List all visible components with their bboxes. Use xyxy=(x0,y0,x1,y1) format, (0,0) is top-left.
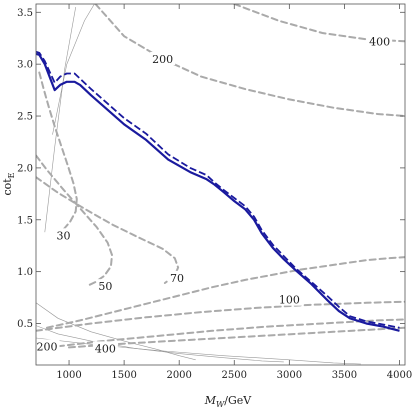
thin-line-0 xyxy=(44,7,76,233)
thin-line-1 xyxy=(52,4,95,135)
plot-frame xyxy=(35,3,406,366)
y-tick-label-0.5: 0.5 xyxy=(17,319,33,330)
contour-label-400: 400 xyxy=(95,342,116,355)
x-tick-label-2000: 2000 xyxy=(166,370,191,381)
contour-label-layer: 200 400 30 50 70 100 200 400 xyxy=(34,34,393,355)
thin-line-layer xyxy=(36,4,361,365)
contour-label-bg-6 xyxy=(34,339,60,353)
tick-layer: 1000 1500 2000 2500 3000 3500 4000 0.5 1.0 1.5 2.0… xyxy=(17,4,412,381)
x-tick-label-3500: 3500 xyxy=(332,370,357,381)
contour-label-bg-2 xyxy=(54,228,73,242)
contour-label-50: 50 xyxy=(98,280,112,293)
y-tick-label-1: 1.0 xyxy=(17,267,33,278)
contour-line-200-0 xyxy=(94,4,405,117)
contour-layer xyxy=(36,4,405,349)
exclusion-layer xyxy=(36,50,400,332)
contour-label-bg-7 xyxy=(92,341,118,355)
thin-line-4 xyxy=(36,337,361,365)
contour-label-400: 400 xyxy=(369,35,390,48)
contour-label-200: 200 xyxy=(37,340,58,353)
thin-line-3 xyxy=(36,325,284,363)
contour-line-50-3 xyxy=(36,154,114,287)
contour-line-unlabeled-6 xyxy=(36,300,405,332)
x-tick-label-2500: 2500 xyxy=(222,370,247,381)
contour-line-100-5 xyxy=(46,256,405,329)
y-tick-label-3.5: 3.5 xyxy=(17,8,33,19)
contour-label-bg-4 xyxy=(167,270,186,284)
contour-label-bg-3 xyxy=(96,279,115,293)
x-tick-label-3000: 3000 xyxy=(277,370,302,381)
y-tick-label-2.5: 2.5 xyxy=(17,112,33,123)
exclusion-line-solid xyxy=(36,52,400,332)
contour-line-400-8 xyxy=(68,326,405,349)
exclusion-line-dashed xyxy=(36,50,400,329)
y-tick-label-2: 2.0 xyxy=(17,163,33,174)
x-tick-label-4000: 4000 xyxy=(387,370,412,381)
contour-line-200-7 xyxy=(57,318,405,348)
x-tick-label-1000: 1000 xyxy=(56,370,81,381)
y-axis-title: cotE xyxy=(1,172,16,195)
contour-label-70: 70 xyxy=(170,272,184,285)
x-tick-label-1500: 1500 xyxy=(111,370,136,381)
contour-label-100: 100 xyxy=(279,294,300,307)
contour-label-bg-1 xyxy=(367,34,393,48)
contour-line-30-2 xyxy=(38,71,78,240)
contour-label-30: 30 xyxy=(57,229,71,242)
contour-label-200: 200 xyxy=(152,53,173,66)
contour-label-bg-5 xyxy=(276,292,302,306)
y-tick-label-1.5: 1.5 xyxy=(17,215,33,226)
contour-label-bg-0 xyxy=(150,51,176,65)
y-tick-label-3: 3.0 xyxy=(17,60,33,71)
thin-line-2 xyxy=(36,302,196,361)
x-axis-title: MW/GeV xyxy=(204,394,253,409)
